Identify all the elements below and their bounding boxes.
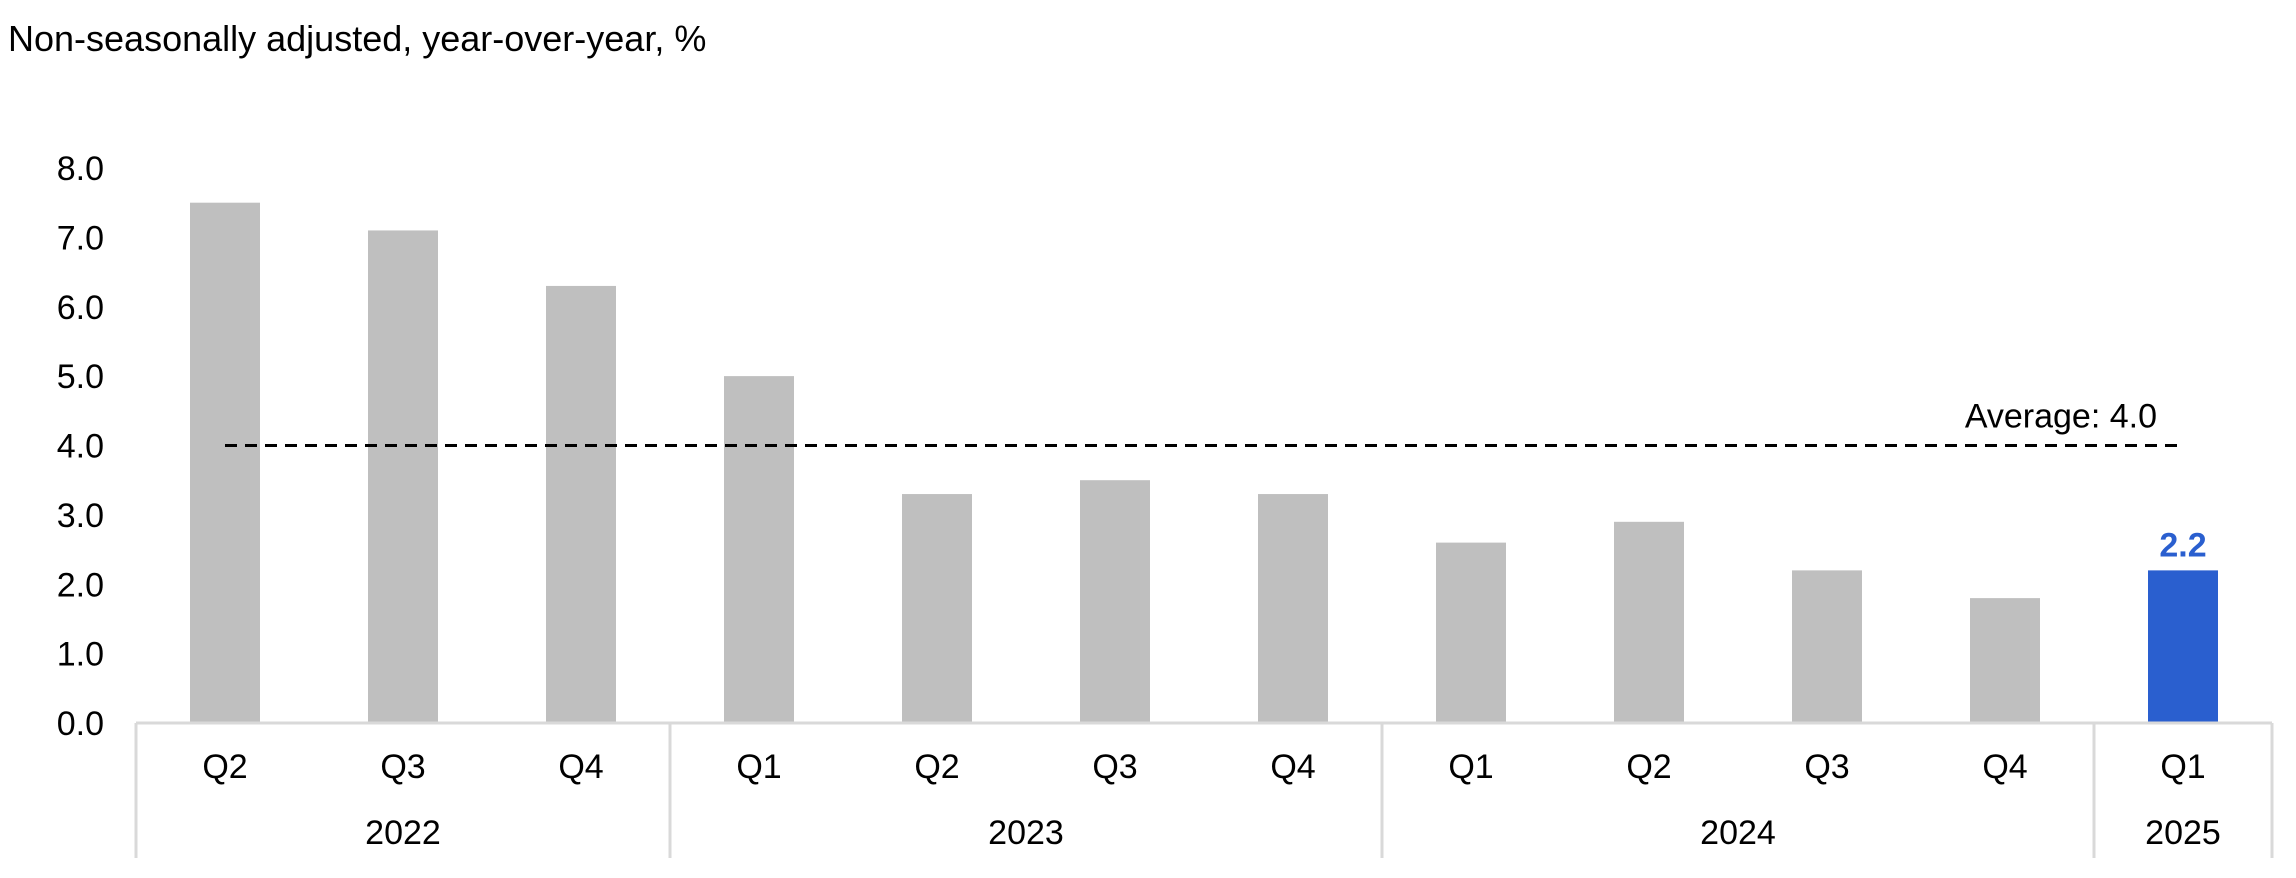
- x-category-label: Q1: [736, 748, 781, 786]
- bars: 2.2: [190, 202, 2218, 723]
- bar: [902, 494, 972, 723]
- bar-highlighted: [2148, 570, 2218, 723]
- x-category-label: Q4: [1270, 748, 1315, 786]
- x-category-label: Q3: [380, 748, 425, 786]
- y-tick-label: 6.0: [57, 289, 104, 327]
- bar: [368, 230, 438, 723]
- x-axis: Q2 Q3 Q4 Q1 Q2 Q3 Q4 Q1 Q2 Q3 Q4 Q1 2022 2023 2024 2025: [134, 721, 2274, 858]
- x-group-label: 2023: [988, 814, 1064, 852]
- bar: [1080, 480, 1150, 723]
- x-category-label: Q2: [914, 748, 959, 786]
- x-category-label: Q3: [1804, 748, 1849, 786]
- x-category-label: Q2: [202, 748, 247, 786]
- y-tick-label: 3.0: [57, 497, 104, 535]
- bar: [1792, 570, 1862, 723]
- y-tick-label: 0.0: [57, 705, 104, 743]
- y-tick-label: 2.0: [57, 566, 104, 604]
- bar: [1614, 521, 1684, 723]
- bar: [1970, 598, 2040, 723]
- bar: [190, 202, 260, 723]
- y-tick-label: 7.0: [57, 219, 104, 257]
- bar: [1258, 494, 1328, 723]
- bar: [1436, 542, 1506, 723]
- bar-data-label: 2.2: [2159, 526, 2206, 564]
- chart-subtitle: Non-seasonally adjusted, year-over-year,…: [8, 18, 707, 59]
- bar: [546, 285, 616, 723]
- y-axis: 0.0 1.0 2.0 3.0 4.0 5.0 6.0 7.0 8.0: [57, 150, 104, 743]
- x-group-label: 2022: [365, 814, 441, 852]
- x-category-label: Q4: [1982, 748, 2027, 786]
- average-line-label: Average: 4.0: [1965, 398, 2157, 436]
- y-tick-label: 1.0: [57, 636, 104, 674]
- x-group-label: 2025: [2145, 814, 2221, 852]
- bar: [724, 376, 794, 723]
- x-category-label: Q2: [1626, 748, 1671, 786]
- x-category-label: Q4: [558, 748, 603, 786]
- y-tick-label: 5.0: [57, 358, 104, 396]
- y-tick-label: 4.0: [57, 428, 104, 466]
- x-category-label: Q1: [2160, 748, 2205, 786]
- x-category-label: Q3: [1092, 748, 1137, 786]
- x-category-label: Q1: [1448, 748, 1493, 786]
- y-tick-label: 8.0: [57, 150, 104, 188]
- average-line-group: Average: 4.0: [225, 398, 2183, 447]
- x-group-label: 2024: [1700, 814, 1776, 852]
